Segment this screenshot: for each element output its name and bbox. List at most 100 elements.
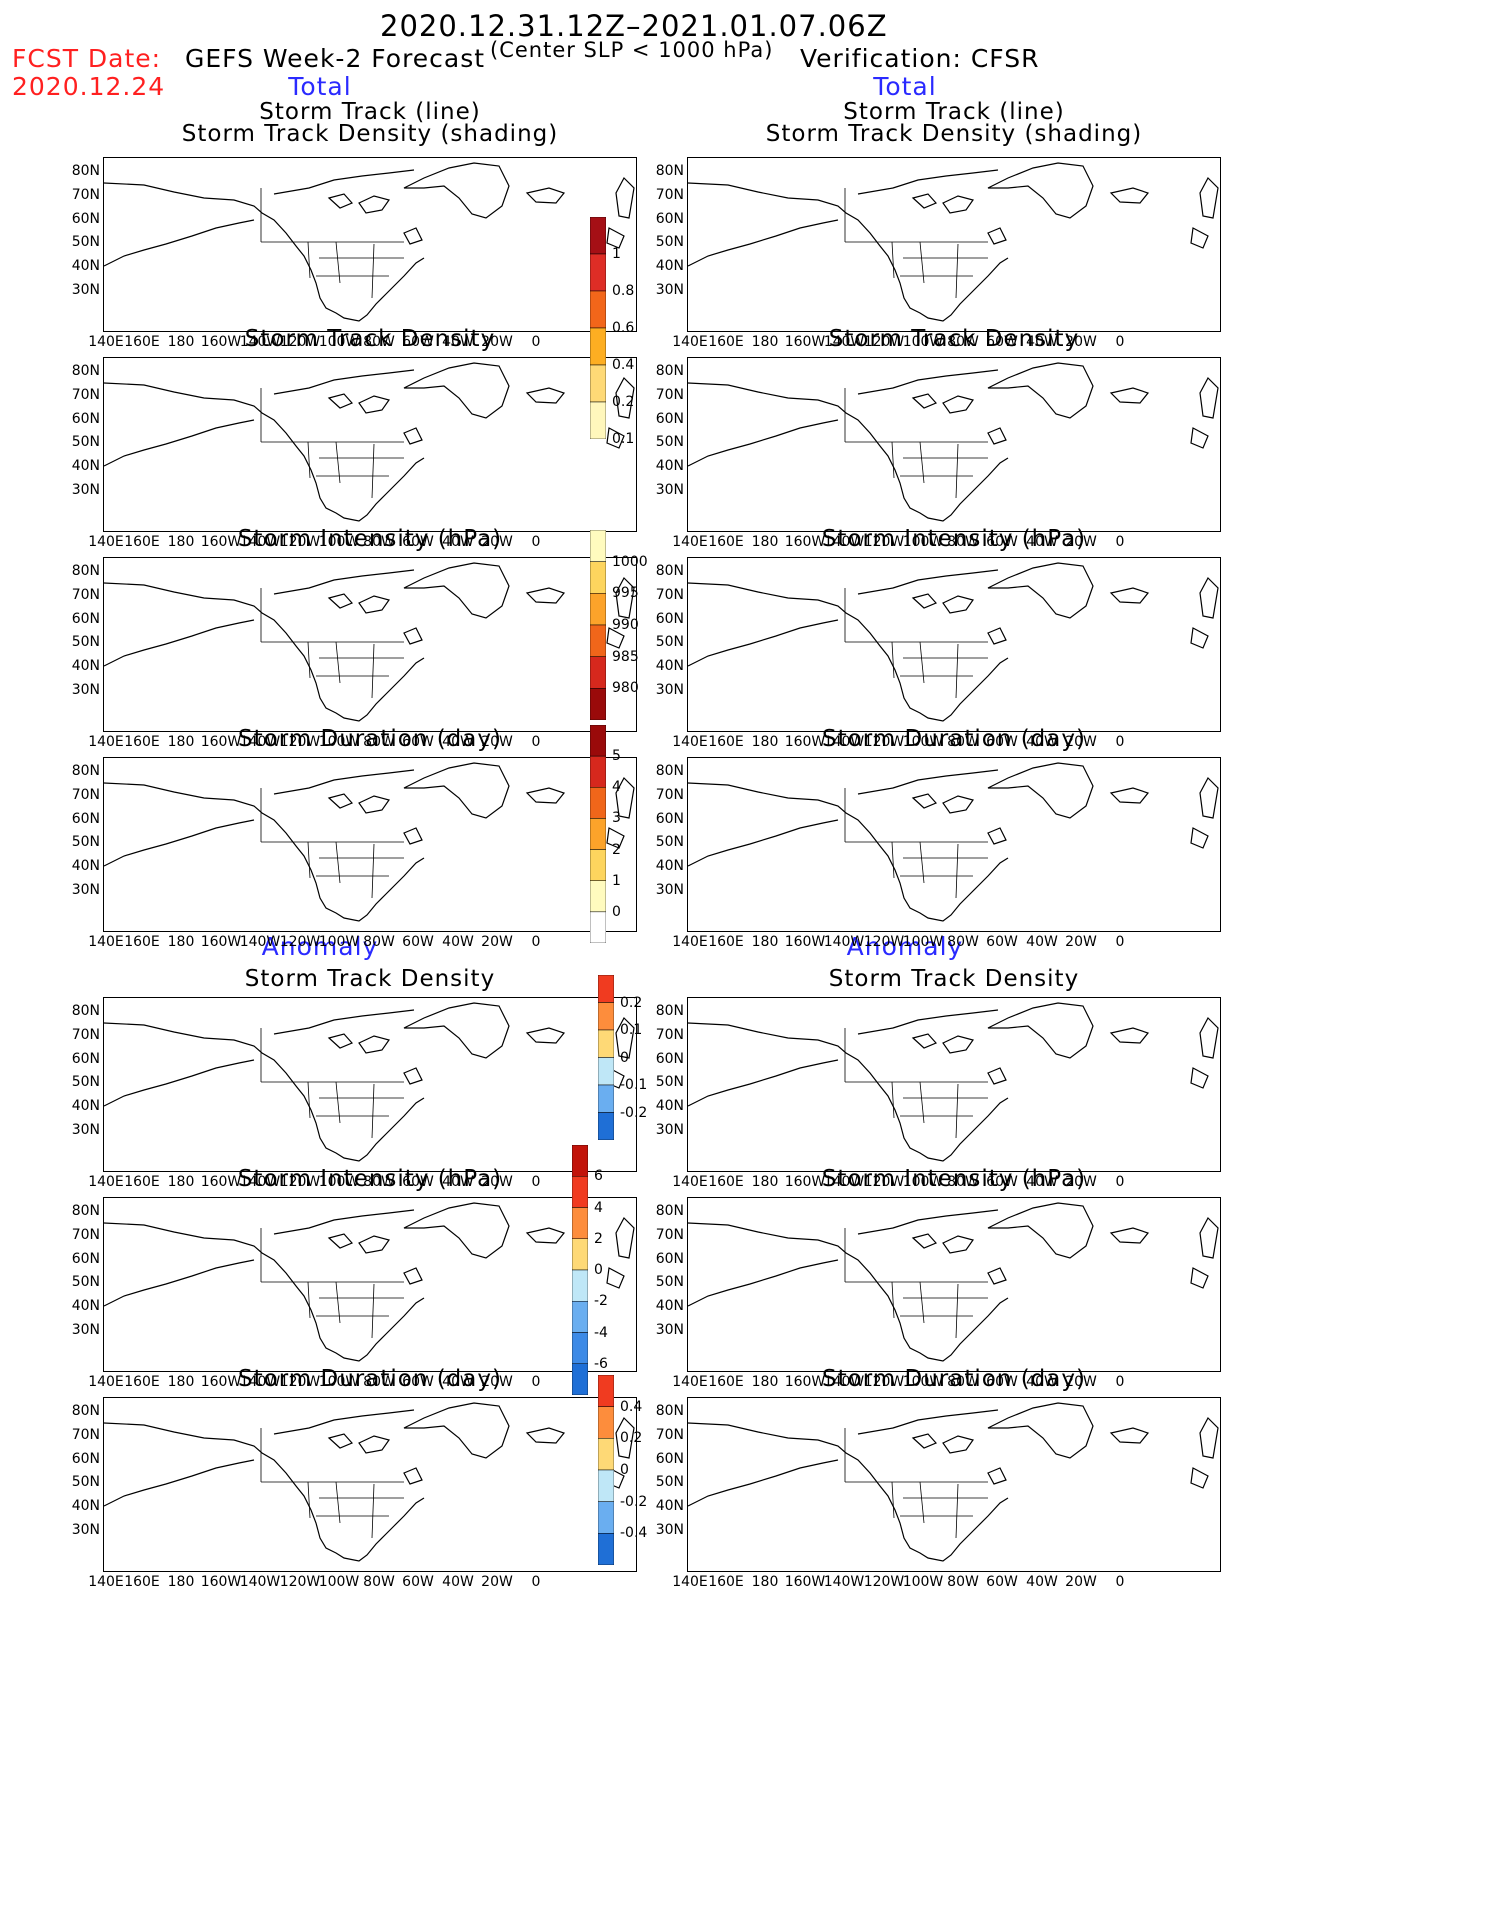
coastline-7 [403, 227, 423, 245]
colorbar-total-duration-segment [589, 849, 607, 881]
lon-label-160w: 160W [200, 1174, 242, 1190]
lat-label-60n: 60N [655, 411, 684, 427]
lat-label-50n: 50N [655, 434, 684, 450]
coastline-6 [911, 1233, 938, 1249]
lon-label-160e: 160E [124, 1374, 160, 1390]
colorbar-total-density-label: 0.6 [612, 320, 635, 336]
colorbar-total-density-label: 0.8 [612, 283, 635, 299]
colorbar-total-density-segment [589, 253, 607, 292]
coastline-1 [688, 1059, 839, 1107]
colorbar-anom-duration-segment [597, 1469, 615, 1502]
lon-label-120w: 120W [279, 534, 321, 550]
country-borders [845, 1281, 988, 1339]
colorbar-anom-density [597, 974, 615, 1144]
coastline-4 [525, 787, 566, 804]
coastline-8 [1199, 777, 1219, 819]
lat-label-40n: 40N [71, 1498, 100, 1514]
country-borders [261, 241, 404, 299]
coastline-9 [1190, 1067, 1209, 1089]
lon-label-20w: 20W [481, 734, 513, 750]
lat-label-80n: 80N [71, 763, 100, 779]
colorbar-anom-duration-label: 0.4 [620, 1398, 643, 1415]
colorbar-total-density-label: 0.1 [612, 431, 635, 447]
lon-label-120w: 120W [863, 534, 905, 550]
colorbar-anom-duration-label: 0 [620, 1462, 629, 1478]
lon-label-180: 180 [167, 1174, 195, 1190]
colorbar-total-intensity-segment [589, 656, 607, 689]
lat-label-60n: 60N [71, 1251, 100, 1267]
lon-label-140w: 140W [239, 534, 281, 550]
coastline-2 [273, 1409, 415, 1435]
coastline-6 [911, 1033, 938, 1049]
colorbar-anom-duration-segment [597, 1374, 615, 1407]
lat-label-50n: 50N [71, 1274, 100, 1290]
lon-label-180: 180 [751, 1574, 779, 1590]
lon-label-140w: 140W [823, 334, 865, 350]
coastline-0 [688, 1422, 1009, 1562]
coastline-0 [104, 382, 425, 522]
lat-label-70n: 70N [655, 1227, 684, 1243]
coastline-6 [911, 593, 938, 609]
lon-label-100w: 100W [902, 934, 944, 950]
coastline-3 [987, 362, 1094, 419]
coastline-1 [104, 219, 255, 267]
left-heading: GEFS Week-2 Forecast [185, 44, 486, 73]
coastline-5 [358, 195, 390, 214]
coastline-1 [104, 419, 255, 467]
lon-label-180: 180 [751, 1374, 779, 1390]
coastline-3 [987, 562, 1094, 619]
lon-label-120w: 120W [279, 934, 321, 950]
lat-label-40n: 40N [71, 1298, 100, 1314]
lon-label-20w: 20W [481, 1374, 513, 1390]
colorbar-total-duration-segment [589, 911, 607, 944]
lat-label-30n: 30N [655, 882, 684, 898]
coastline-9 [606, 227, 625, 249]
lon-label-40w: 40W [442, 1374, 474, 1390]
lat-label-50n: 50N [655, 834, 684, 850]
coastline-8 [615, 377, 635, 419]
lon-label-80w: 80W [947, 1374, 979, 1390]
lon-label-20w: 20W [481, 1174, 513, 1190]
colorbar-total-density-label: 0.2 [612, 394, 635, 410]
lon-label-140w: 140W [823, 1374, 865, 1390]
lon-label-160w: 160W [784, 1574, 826, 1590]
coastline-1 [688, 419, 839, 467]
colorbar-anom-intensity [571, 1144, 589, 1399]
lon-label-60w: 60W [986, 1374, 1018, 1390]
map-track-verification [688, 162, 1219, 322]
lon-label-160e: 160E [708, 734, 744, 750]
lon-label-120w: 120W [279, 1174, 321, 1190]
lat-label-70n: 70N [71, 387, 100, 403]
coastline-1 [104, 1459, 255, 1507]
lon-label-180: 180 [167, 1374, 195, 1390]
coastline-8 [615, 177, 635, 219]
panel-title-density-forecast: Storm Track Density [244, 326, 496, 352]
lat-label-50n: 50N [71, 434, 100, 450]
panel-title-track-verification: Storm Track Density (shading) [765, 121, 1143, 147]
panel-title-track-forecast: Storm Track (line) [259, 99, 481, 125]
coastline-5 [942, 795, 974, 814]
lon-label-180: 180 [167, 1574, 195, 1590]
colorbar-anom-duration [597, 1374, 615, 1569]
coastline-4 [525, 587, 566, 604]
lon-label-140w: 140W [823, 734, 865, 750]
coastline-2 [857, 1409, 999, 1435]
colorbar-anom-duration-label: -0.2 [620, 1493, 648, 1510]
colorbar-total-duration-segment [589, 755, 607, 788]
coastline-7 [987, 1467, 1007, 1485]
lat-label-40n: 40N [655, 258, 684, 274]
lat-label-30n: 30N [655, 682, 684, 698]
lon-label-100w: 100W [318, 934, 360, 950]
lon-label-160e: 160E [124, 534, 160, 550]
lon-label-80w: 80W [947, 334, 979, 350]
left-total-label: Total [288, 72, 352, 101]
lon-label-120w: 120W [279, 1374, 321, 1390]
lon-label-120w: 120W [863, 1174, 905, 1190]
colorbar-total-intensity-segment [589, 624, 607, 657]
coastline-4 [1109, 1027, 1150, 1044]
lon-label-20w: 20W [1065, 1174, 1097, 1190]
lon-label-140e: 140E [88, 734, 124, 750]
colorbar-anom-density-label: -0.1 [620, 1077, 648, 1093]
lon-label-140w: 140W [239, 1374, 281, 1390]
lon-label-80w: 80W [947, 534, 979, 550]
